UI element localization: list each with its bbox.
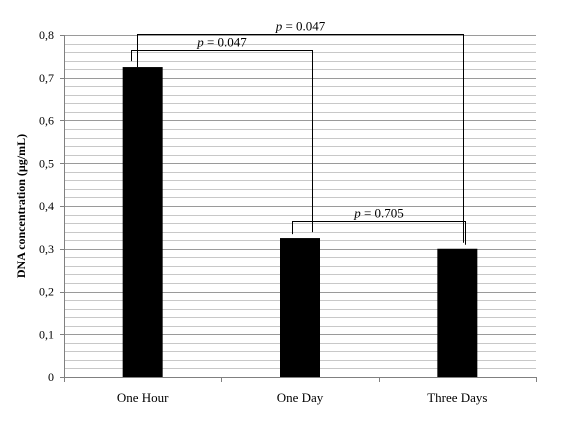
bar (437, 248, 478, 377)
y-axis-label: DNA concentration (µg/mL) (14, 134, 28, 278)
y-tick-label: 0,4 (39, 199, 54, 213)
y-tick-label: 0,2 (39, 285, 54, 299)
y-tick-label: 0,7 (39, 71, 54, 85)
significance-brackets: p = 0.047 p = 0.047 p = 0.705 (131, 19, 466, 245)
y-tick-label: 0,6 (39, 114, 54, 128)
p-value-label: p = 0.047 (275, 19, 326, 34)
x-category-label: Three Days (427, 390, 487, 405)
p-value-label: p = 0.705 (353, 206, 404, 221)
y-tick-label: 0 (48, 370, 54, 384)
bar (122, 67, 163, 377)
significance-bracket (131, 50, 313, 233)
y-tick-label: 0,5 (39, 156, 54, 170)
y-tick-label: 0,8 (39, 28, 54, 42)
significance-bracket (292, 221, 466, 245)
x-category-label: One Day (277, 390, 324, 405)
y-tick-label: 0,3 (39, 242, 54, 256)
x-category-label: One Hour (117, 390, 169, 405)
axes: 0 0,1 0,2 0,3 0,4 0,5 0,6 0,7 0,8 One Hour One Day… (39, 28, 537, 405)
p-value-label: p = 0.047 (196, 35, 247, 50)
y-tick-label: 0,1 (39, 327, 54, 341)
bar (280, 238, 320, 377)
bars (122, 67, 478, 377)
